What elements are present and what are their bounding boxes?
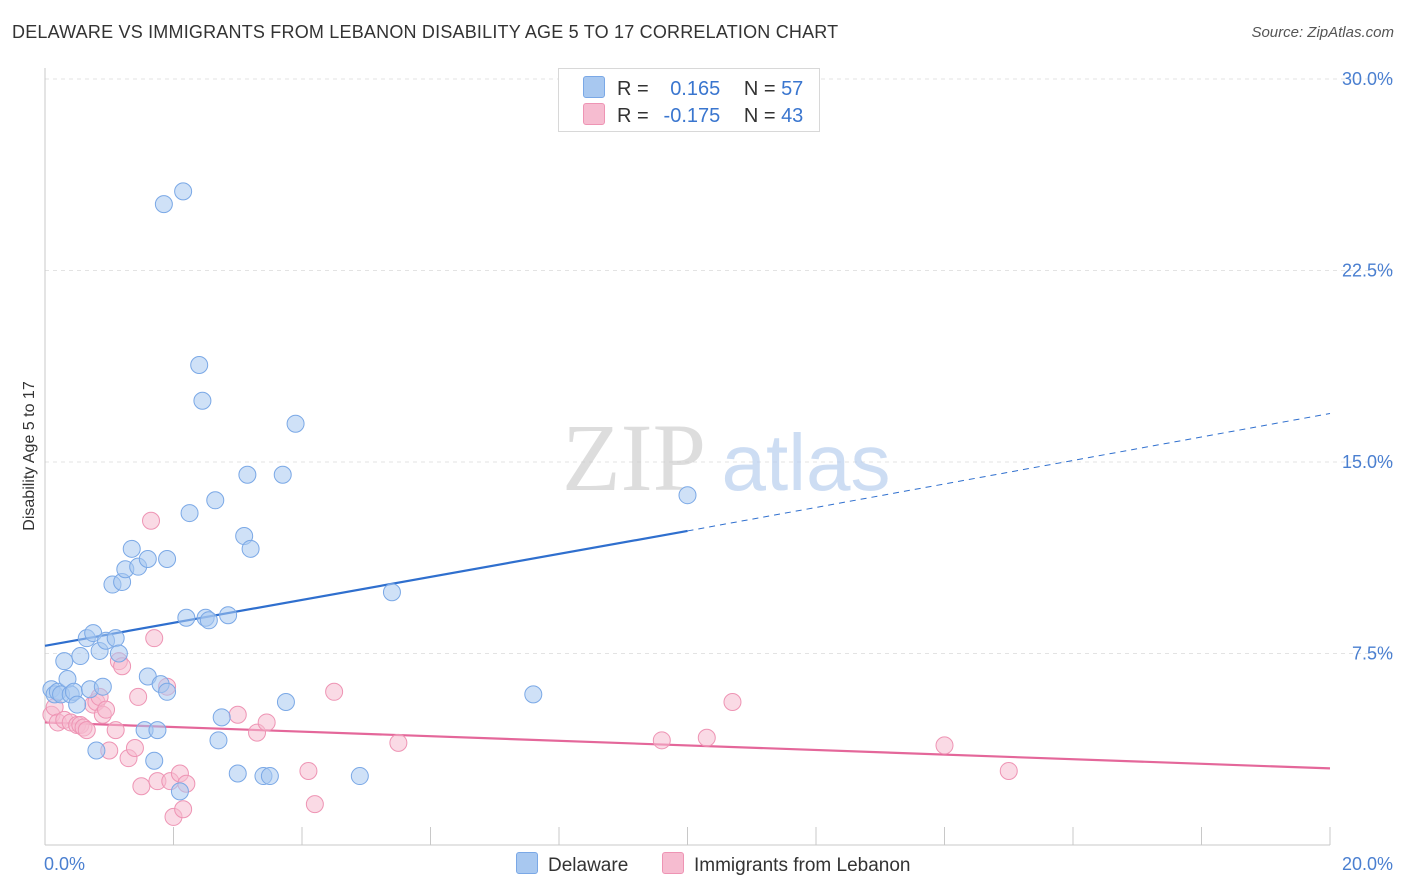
legend-n-value: 57 [781, 78, 804, 100]
data-points [42, 182, 1018, 826]
lebanon-point [299, 761, 318, 780]
delaware-point [148, 721, 167, 740]
bottom-legend-label: Delaware [548, 855, 629, 876]
delaware-point [145, 751, 164, 770]
delaware-point [276, 693, 295, 712]
lebanon-point [174, 800, 193, 819]
tick-labels: 7.5% 15.0% 22.5% 30.0% 0.0% 20.0% [44, 69, 1393, 874]
bottom-legend-label: Immigrants from Lebanon [694, 855, 911, 876]
x-tick-label: 20.0% [1342, 854, 1393, 874]
lebanon-point [389, 733, 408, 752]
delaware-point [238, 465, 257, 484]
delaware-point [138, 550, 157, 569]
delaware-point [87, 741, 106, 760]
legend-r-label: R = [617, 105, 649, 127]
lebanon-point [999, 761, 1018, 780]
lebanon-point [697, 728, 716, 747]
lebanon-point [125, 738, 144, 757]
delaware-point [228, 764, 247, 783]
delaware-point [524, 685, 543, 704]
lebanon-point [257, 713, 276, 732]
delaware-point [382, 583, 401, 602]
legend-row-lebanon: R = -0.175 N = 43 [583, 103, 803, 128]
grid-lines [45, 78, 1395, 654]
watermark: ZIP atlas [562, 404, 890, 511]
delaware-point [93, 677, 112, 696]
legend-n-label: N = [743, 105, 776, 127]
legend-r-value: -0.175 [663, 105, 721, 127]
lebanon-point [935, 736, 954, 755]
delaware-point [158, 682, 177, 701]
delaware-swatch-icon [516, 852, 538, 874]
lebanon-point [106, 721, 125, 740]
lebanon-point [132, 777, 151, 796]
lebanon-point [77, 721, 96, 740]
y-axis-label: Disability Age 5 to 17 [21, 381, 38, 531]
lebanon-point [142, 511, 161, 530]
delaware-point [177, 608, 196, 627]
lebanon-point [97, 700, 116, 719]
bottom-legend-lebanon: Immigrants from Lebanon [662, 852, 911, 877]
delaware-point [286, 414, 305, 433]
delaware-point [170, 782, 189, 801]
watermark-atlas: atlas [722, 418, 891, 507]
delaware-point [199, 611, 218, 630]
delaware-point [190, 355, 209, 374]
delaware-point [206, 491, 225, 510]
chart-title: DELAWARE VS IMMIGRANTS FROM LEBANON DISA… [12, 22, 839, 42]
lebanon-point [652, 731, 671, 750]
lebanon-trend-line [44, 721, 1331, 770]
y-tick-label: 7.5% [1352, 644, 1393, 664]
y-tick-label: 15.0% [1342, 452, 1393, 472]
lebanon-point [325, 682, 344, 701]
delaware-trend-extension [687, 412, 1331, 532]
lebanon-swatch-icon [583, 103, 605, 125]
lebanon-point [129, 687, 148, 706]
correlation-legend: R = 0.165 N = 57 R = -0.175 N = 43 [558, 68, 820, 132]
delaware-point [678, 486, 697, 505]
delaware-point [158, 550, 177, 569]
lebanon-point [723, 693, 742, 712]
delaware-point [55, 652, 74, 671]
legend-r-value: 0.165 [670, 78, 721, 100]
delaware-point [180, 504, 199, 523]
delaware-point [174, 182, 193, 201]
source-label: Source: ZipAtlas.com [1251, 24, 1394, 41]
lebanon-point [228, 705, 247, 724]
legend-n-value: 43 [781, 105, 804, 127]
delaware-point [71, 647, 90, 666]
delaware-point [68, 695, 87, 714]
delaware-point [219, 606, 238, 625]
delaware-point [241, 539, 260, 558]
delaware-point [106, 629, 125, 648]
legend-n-label: N = [743, 78, 776, 100]
delaware-point [109, 644, 128, 663]
lebanon-swatch-icon [662, 852, 684, 874]
y-tick-label: 30.0% [1342, 69, 1393, 89]
delaware-swatch-icon [583, 76, 605, 98]
delaware-point [350, 767, 369, 786]
delaware-point [273, 465, 292, 484]
delaware-point [209, 731, 228, 750]
legend-row-delaware: R = 0.165 N = 57 [583, 76, 803, 101]
lebanon-point [305, 795, 324, 814]
legend-r-label: R = [617, 78, 649, 100]
y-tick-label: 22.5% [1342, 261, 1393, 281]
x-tick-label: 0.0% [44, 854, 85, 874]
lebanon-point [145, 629, 164, 648]
delaware-point [193, 391, 212, 410]
delaware-trend-line [44, 529, 688, 647]
delaware-point [212, 708, 231, 727]
delaware-point [260, 767, 279, 786]
delaware-point [154, 195, 173, 214]
bottom-legend-delaware: Delaware [516, 852, 628, 877]
delaware-point [122, 539, 141, 558]
